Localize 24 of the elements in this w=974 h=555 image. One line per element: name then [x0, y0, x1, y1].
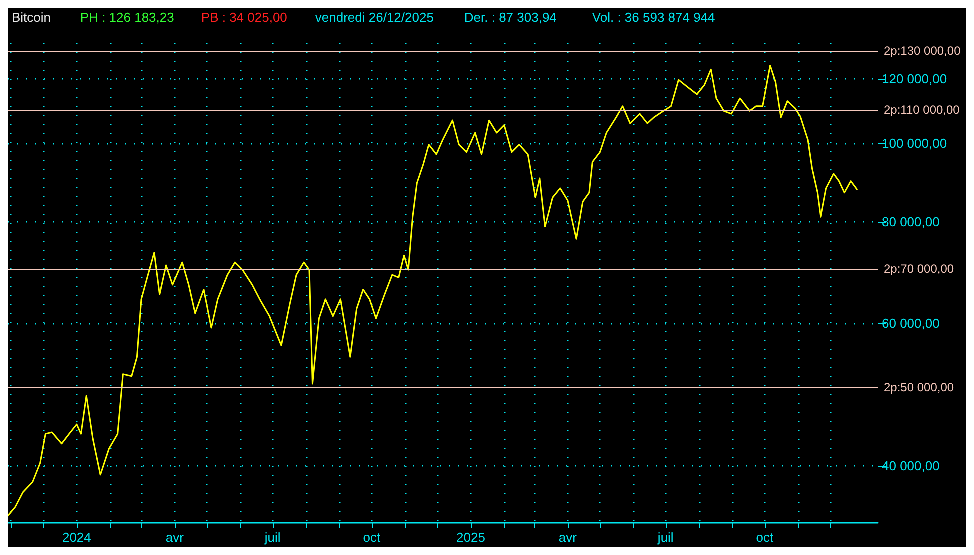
ref-line-label: 2p:50 000,00 — [884, 380, 954, 394]
text: PH : 126 183,23 — [80, 10, 174, 25]
y-tick-label: 120 000,00 — [882, 72, 948, 87]
x-tick-label: 2025 — [456, 530, 486, 545]
ref-line-label: 2p:110 000,00 — [884, 102, 960, 117]
x-tick-label: juil — [264, 530, 281, 545]
text: Der. : 87 303,94 — [464, 10, 557, 25]
line-series — [8, 64, 858, 517]
y-tick-label: 80 000,00 — [882, 214, 940, 230]
x-tick-label: oct — [756, 530, 774, 545]
y-tick-label: 100 000,00 — [882, 136, 948, 151]
text: Vol. : 36 593 874 944 — [592, 10, 716, 25]
x-tick-label: avr — [558, 530, 578, 545]
y-tick-label: 60 000,00 — [882, 316, 940, 331]
text: PB : 34 025,00 — [201, 10, 288, 25]
y-tick-label: 40 000,00 — [882, 458, 940, 474]
x-tick-label: juil — [656, 530, 674, 545]
ref-line-label: 2p:130 000,00 — [884, 44, 962, 58]
x-tick-label: avr — [166, 530, 185, 545]
text: vendredi 26/12/2025 — [315, 10, 434, 25]
x-tick-label: oct — [363, 530, 381, 545]
ref-line-label: 2p:70 000,00 — [884, 262, 954, 276]
x-tick-label: 2024 — [62, 530, 92, 545]
chart-title: Bitcoin — [12, 10, 52, 25]
